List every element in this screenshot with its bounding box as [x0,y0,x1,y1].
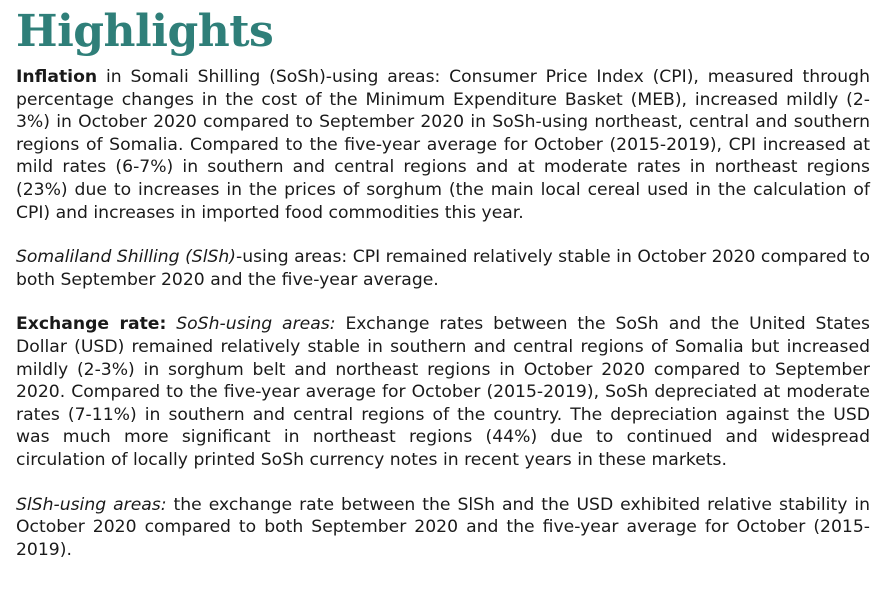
page-title: Highlights [16,6,274,57]
paragraph-lead-bold: Inflation [16,67,98,87]
paragraph-body: Exchange rates between the SoSh and the … [16,314,870,470]
paragraph-lead-italic: Somaliland Shilling (SlSh) [16,247,236,268]
paragraph-spacer [16,472,870,494]
paragraph-body: in Somali Shilling (SoSh)-using areas: C… [16,67,870,223]
paragraph-inflation-slsh: Somaliland Shilling (SlSh)-using areas: … [16,246,870,291]
paragraph-lead-bold: Exchange rate: [16,314,167,335]
paragraph-inflation-sosh: Inflation in Somali Shilling (SoSh)-usin… [16,66,870,224]
paragraph-body: the exchange rate between the SlSh and t… [16,494,871,560]
paragraph-lead-italic: SlSh-using areas: [16,494,167,515]
paragraph-spacer [16,224,870,246]
paragraph-exchange-sosh: Exchange rate: SoSh-using areas: Exchang… [16,313,870,471]
paragraph-body: -using areas: CPI remained relatively st… [16,247,870,290]
paragraph-lead-italic: SoSh-using areas: [166,314,336,335]
paragraph-spacer [16,291,870,313]
paragraph-exchange-slsh: SlSh-using areas: the exchange rate betw… [16,494,870,562]
